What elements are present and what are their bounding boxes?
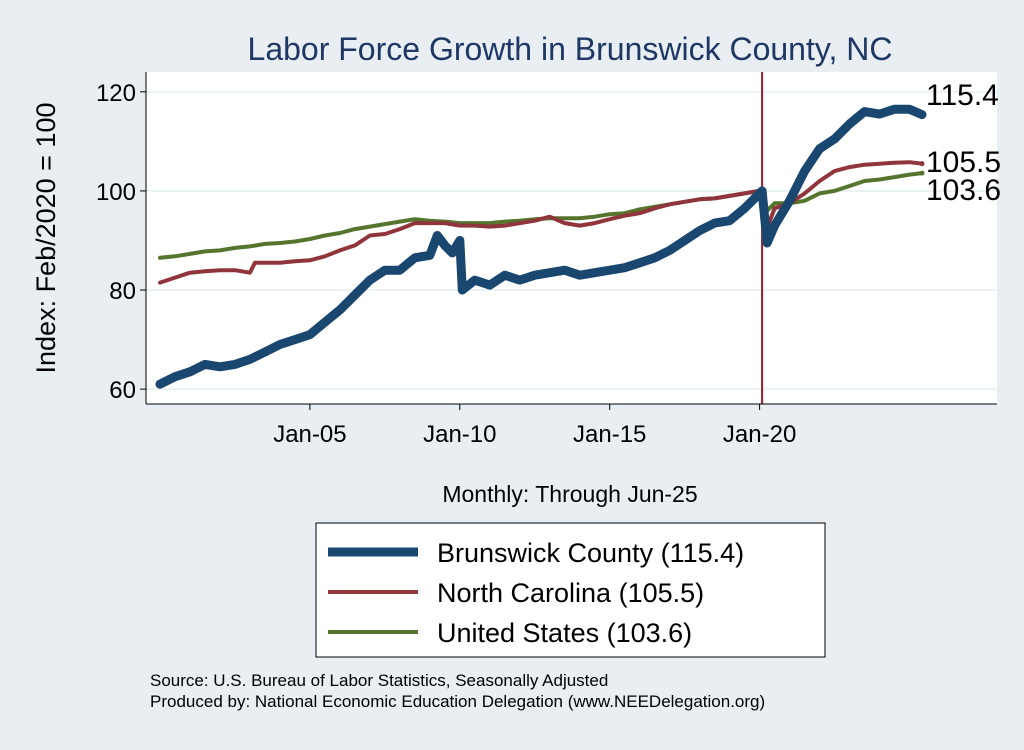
x-axis-ticks: Jan-05 Jan-10 Jan-15 Jan-20 xyxy=(273,404,796,448)
y-axis-ticks: 60 80 100 120 xyxy=(96,80,146,404)
gridlines xyxy=(146,90,997,391)
legend-label: United States (103.6) xyxy=(437,618,692,648)
series-end-label: 103.6 xyxy=(926,174,1001,207)
legend-entries: Brunswick County (115.4) North Carolina (… xyxy=(328,538,744,648)
chart-title: Labor Force Growth in Brunswick County, … xyxy=(248,31,893,67)
y-tick-label: 120 xyxy=(96,80,136,107)
x-tick-label: Jan-05 xyxy=(273,421,346,448)
series-end-marker xyxy=(919,170,925,176)
plot-area xyxy=(146,72,997,404)
series-end-marker xyxy=(919,161,925,167)
series-lines xyxy=(155,72,927,404)
y-tick-label: 80 xyxy=(109,278,136,305)
producer-note: Produced by: National Economic Education… xyxy=(150,692,766,711)
series-end-label: 105.5 xyxy=(926,146,1001,179)
y-tick-label: 100 xyxy=(96,179,136,206)
series-line xyxy=(155,104,927,389)
x-tick-label: Jan-20 xyxy=(723,421,796,448)
series-end-marker xyxy=(919,112,925,118)
x-axis-label: Monthly: Through Jun-25 xyxy=(442,481,697,507)
legend-label: North Carolina (105.5) xyxy=(437,578,704,608)
x-tick-label: Jan-15 xyxy=(573,421,646,448)
source-note: Source: U.S. Bureau of Labor Statistics,… xyxy=(150,671,609,690)
series-end-label: 115.4 xyxy=(926,79,999,112)
y-axis-label: Index: Feb/2020 = 100 xyxy=(31,103,61,374)
legend: Brunswick County (115.4) North Carolina (… xyxy=(315,522,826,658)
legend-label: Brunswick County (115.4) xyxy=(437,538,744,568)
y-tick-label: 60 xyxy=(109,377,136,404)
x-tick-label: Jan-10 xyxy=(423,421,496,448)
